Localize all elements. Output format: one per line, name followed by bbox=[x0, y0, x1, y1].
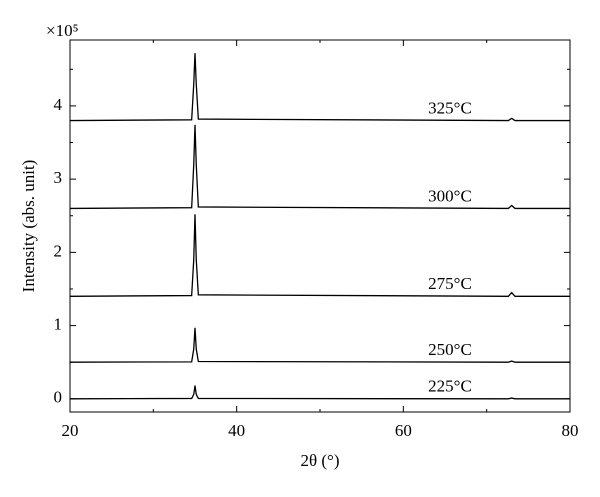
series-label: 275°C bbox=[428, 274, 472, 293]
series-label: 300°C bbox=[428, 186, 472, 205]
y-tick-label: 1 bbox=[54, 314, 63, 333]
x-tick-label: 40 bbox=[228, 421, 245, 440]
series-line bbox=[69, 53, 570, 122]
series-label: 225°C bbox=[428, 377, 472, 396]
x-tick-label: 80 bbox=[562, 421, 579, 440]
series-line bbox=[69, 124, 570, 210]
series-line bbox=[69, 327, 570, 363]
y-tick-label: 3 bbox=[54, 168, 63, 187]
x-tick-label: 60 bbox=[395, 421, 412, 440]
series-label: 250°C bbox=[428, 340, 472, 359]
series-label: 325°C bbox=[428, 98, 472, 117]
y-axis-label: Intensity (abs. unit) bbox=[19, 160, 38, 293]
y-tick-label: 4 bbox=[54, 95, 63, 114]
series-line bbox=[69, 214, 570, 297]
series-line bbox=[69, 385, 570, 400]
x-tick-label: 20 bbox=[62, 421, 79, 440]
x-axis-label: 2θ (°) bbox=[300, 451, 339, 470]
y-tick-label: 0 bbox=[54, 388, 63, 407]
plot-frame bbox=[69, 39, 571, 413]
y-tick-label: 2 bbox=[54, 241, 63, 260]
y-multiplier: ×10⁵ bbox=[46, 21, 79, 40]
